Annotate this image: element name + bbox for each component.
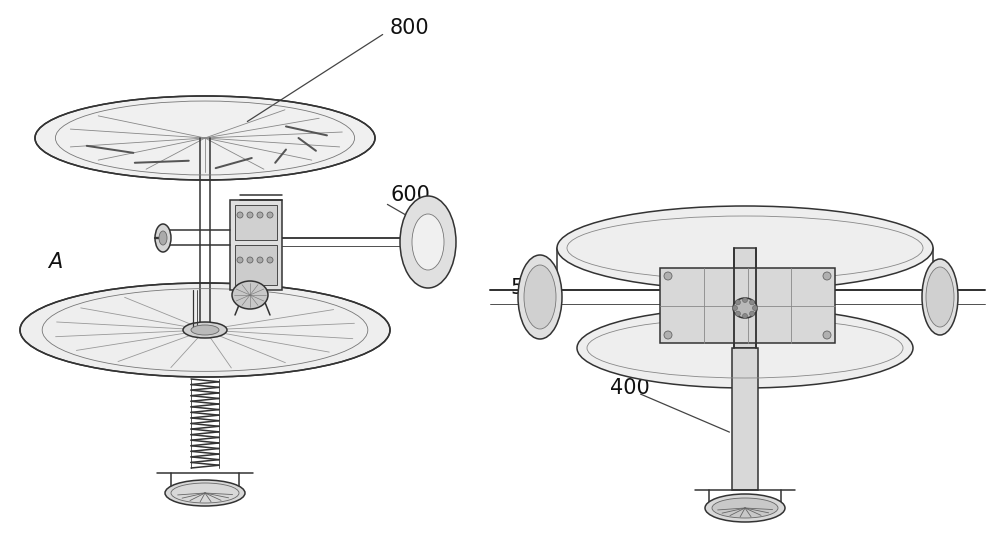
Bar — [235, 245, 277, 285]
Ellipse shape — [712, 498, 778, 518]
Ellipse shape — [20, 283, 390, 377]
Ellipse shape — [191, 325, 219, 335]
Text: 800: 800 — [390, 18, 430, 38]
Ellipse shape — [664, 331, 672, 339]
Ellipse shape — [159, 231, 167, 245]
Ellipse shape — [922, 259, 958, 335]
Ellipse shape — [237, 257, 243, 263]
Ellipse shape — [732, 305, 738, 310]
Ellipse shape — [183, 322, 227, 338]
Ellipse shape — [257, 212, 263, 218]
Ellipse shape — [267, 257, 273, 263]
Ellipse shape — [165, 480, 245, 506]
Text: A: A — [48, 252, 62, 272]
Ellipse shape — [750, 311, 755, 316]
Ellipse shape — [524, 265, 556, 329]
Ellipse shape — [35, 96, 375, 180]
Ellipse shape — [742, 298, 748, 302]
Ellipse shape — [412, 214, 444, 270]
Ellipse shape — [750, 300, 755, 305]
Ellipse shape — [557, 206, 933, 290]
Bar — [235, 205, 277, 240]
Ellipse shape — [267, 212, 273, 218]
Ellipse shape — [823, 331, 831, 339]
Ellipse shape — [823, 272, 831, 280]
Ellipse shape — [247, 257, 253, 263]
Ellipse shape — [518, 255, 562, 339]
Ellipse shape — [735, 311, 740, 316]
Ellipse shape — [400, 196, 456, 288]
Text: 500: 500 — [510, 278, 550, 298]
Ellipse shape — [232, 281, 268, 309]
Ellipse shape — [926, 267, 954, 327]
Bar — [734, 248, 756, 348]
Ellipse shape — [237, 212, 243, 218]
Ellipse shape — [577, 308, 913, 388]
Ellipse shape — [733, 298, 757, 318]
Ellipse shape — [664, 272, 672, 280]
Ellipse shape — [753, 305, 758, 310]
Ellipse shape — [705, 494, 785, 522]
Ellipse shape — [155, 224, 171, 252]
Bar — [732, 348, 758, 490]
Bar — [660, 268, 835, 343]
Ellipse shape — [735, 300, 740, 305]
Text: 600: 600 — [390, 185, 430, 205]
Ellipse shape — [742, 314, 748, 319]
Ellipse shape — [247, 212, 253, 218]
Bar — [230, 200, 282, 290]
Ellipse shape — [257, 257, 263, 263]
Text: 400: 400 — [610, 378, 650, 398]
